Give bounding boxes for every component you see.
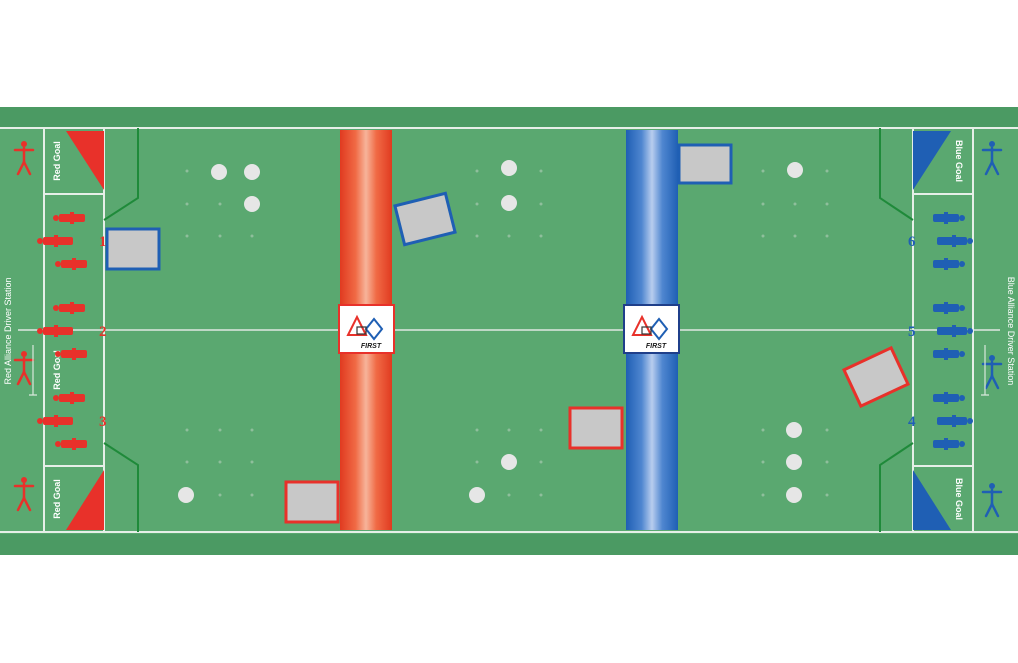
red-station-2-number: 2 [99, 324, 107, 340]
first-logo-blue-text: FIRST [646, 343, 667, 350]
blue-driver-station-label: Blue Alliance Driver Station [1006, 277, 1016, 386]
red-human-player-icons [13, 141, 35, 512]
blue-goal-bottom-label: Blue Goal [954, 478, 964, 520]
blue-human-player-icons [981, 141, 1003, 518]
blue-goal-top [913, 131, 951, 190]
red-goal-top [66, 131, 104, 190]
blue-goal-top-label: Blue Goal [954, 140, 964, 182]
blue-driver-icons [933, 212, 973, 450]
first-logo-red: FIRST [338, 304, 395, 354]
red-station-1-number: 1 [99, 234, 107, 250]
blue-station-6-number: 6 [908, 234, 916, 250]
red-robot-bottom-left [284, 480, 340, 524]
red-goal-top-label: Red Goal [52, 141, 62, 181]
robot-trailers [105, 143, 911, 524]
blue-station-4-number: 4 [908, 414, 916, 430]
red-station-3-number: 3 [99, 414, 107, 430]
blue-goal-bottom [913, 470, 951, 530]
blue-station-5-number: 5 [908, 324, 916, 340]
station-markers [29, 345, 989, 396]
red-driver-icons [37, 212, 87, 450]
blue-robot-top [677, 143, 733, 185]
field-top-strip [0, 107, 1018, 127]
red-goal-mid-label: Red Goal [52, 350, 62, 390]
blue-robot-tilted [393, 191, 457, 247]
red-goal-bottom [66, 470, 104, 530]
red-robot-middle [568, 406, 624, 450]
game-balls [178, 160, 803, 503]
field-bottom-strip [0, 534, 1018, 555]
first-logo-red-text: FIRST [361, 343, 382, 350]
red-driver-station-label: Red Alliance Driver Station [3, 277, 13, 384]
first-logo-blue: FIRST [623, 304, 680, 354]
blue-robot-left [105, 227, 161, 271]
red-robot-tilted [841, 345, 911, 409]
red-goal-bottom-label: Red Goal [52, 479, 62, 519]
corner-lines [103, 128, 914, 532]
field-background [0, 107, 1018, 555]
